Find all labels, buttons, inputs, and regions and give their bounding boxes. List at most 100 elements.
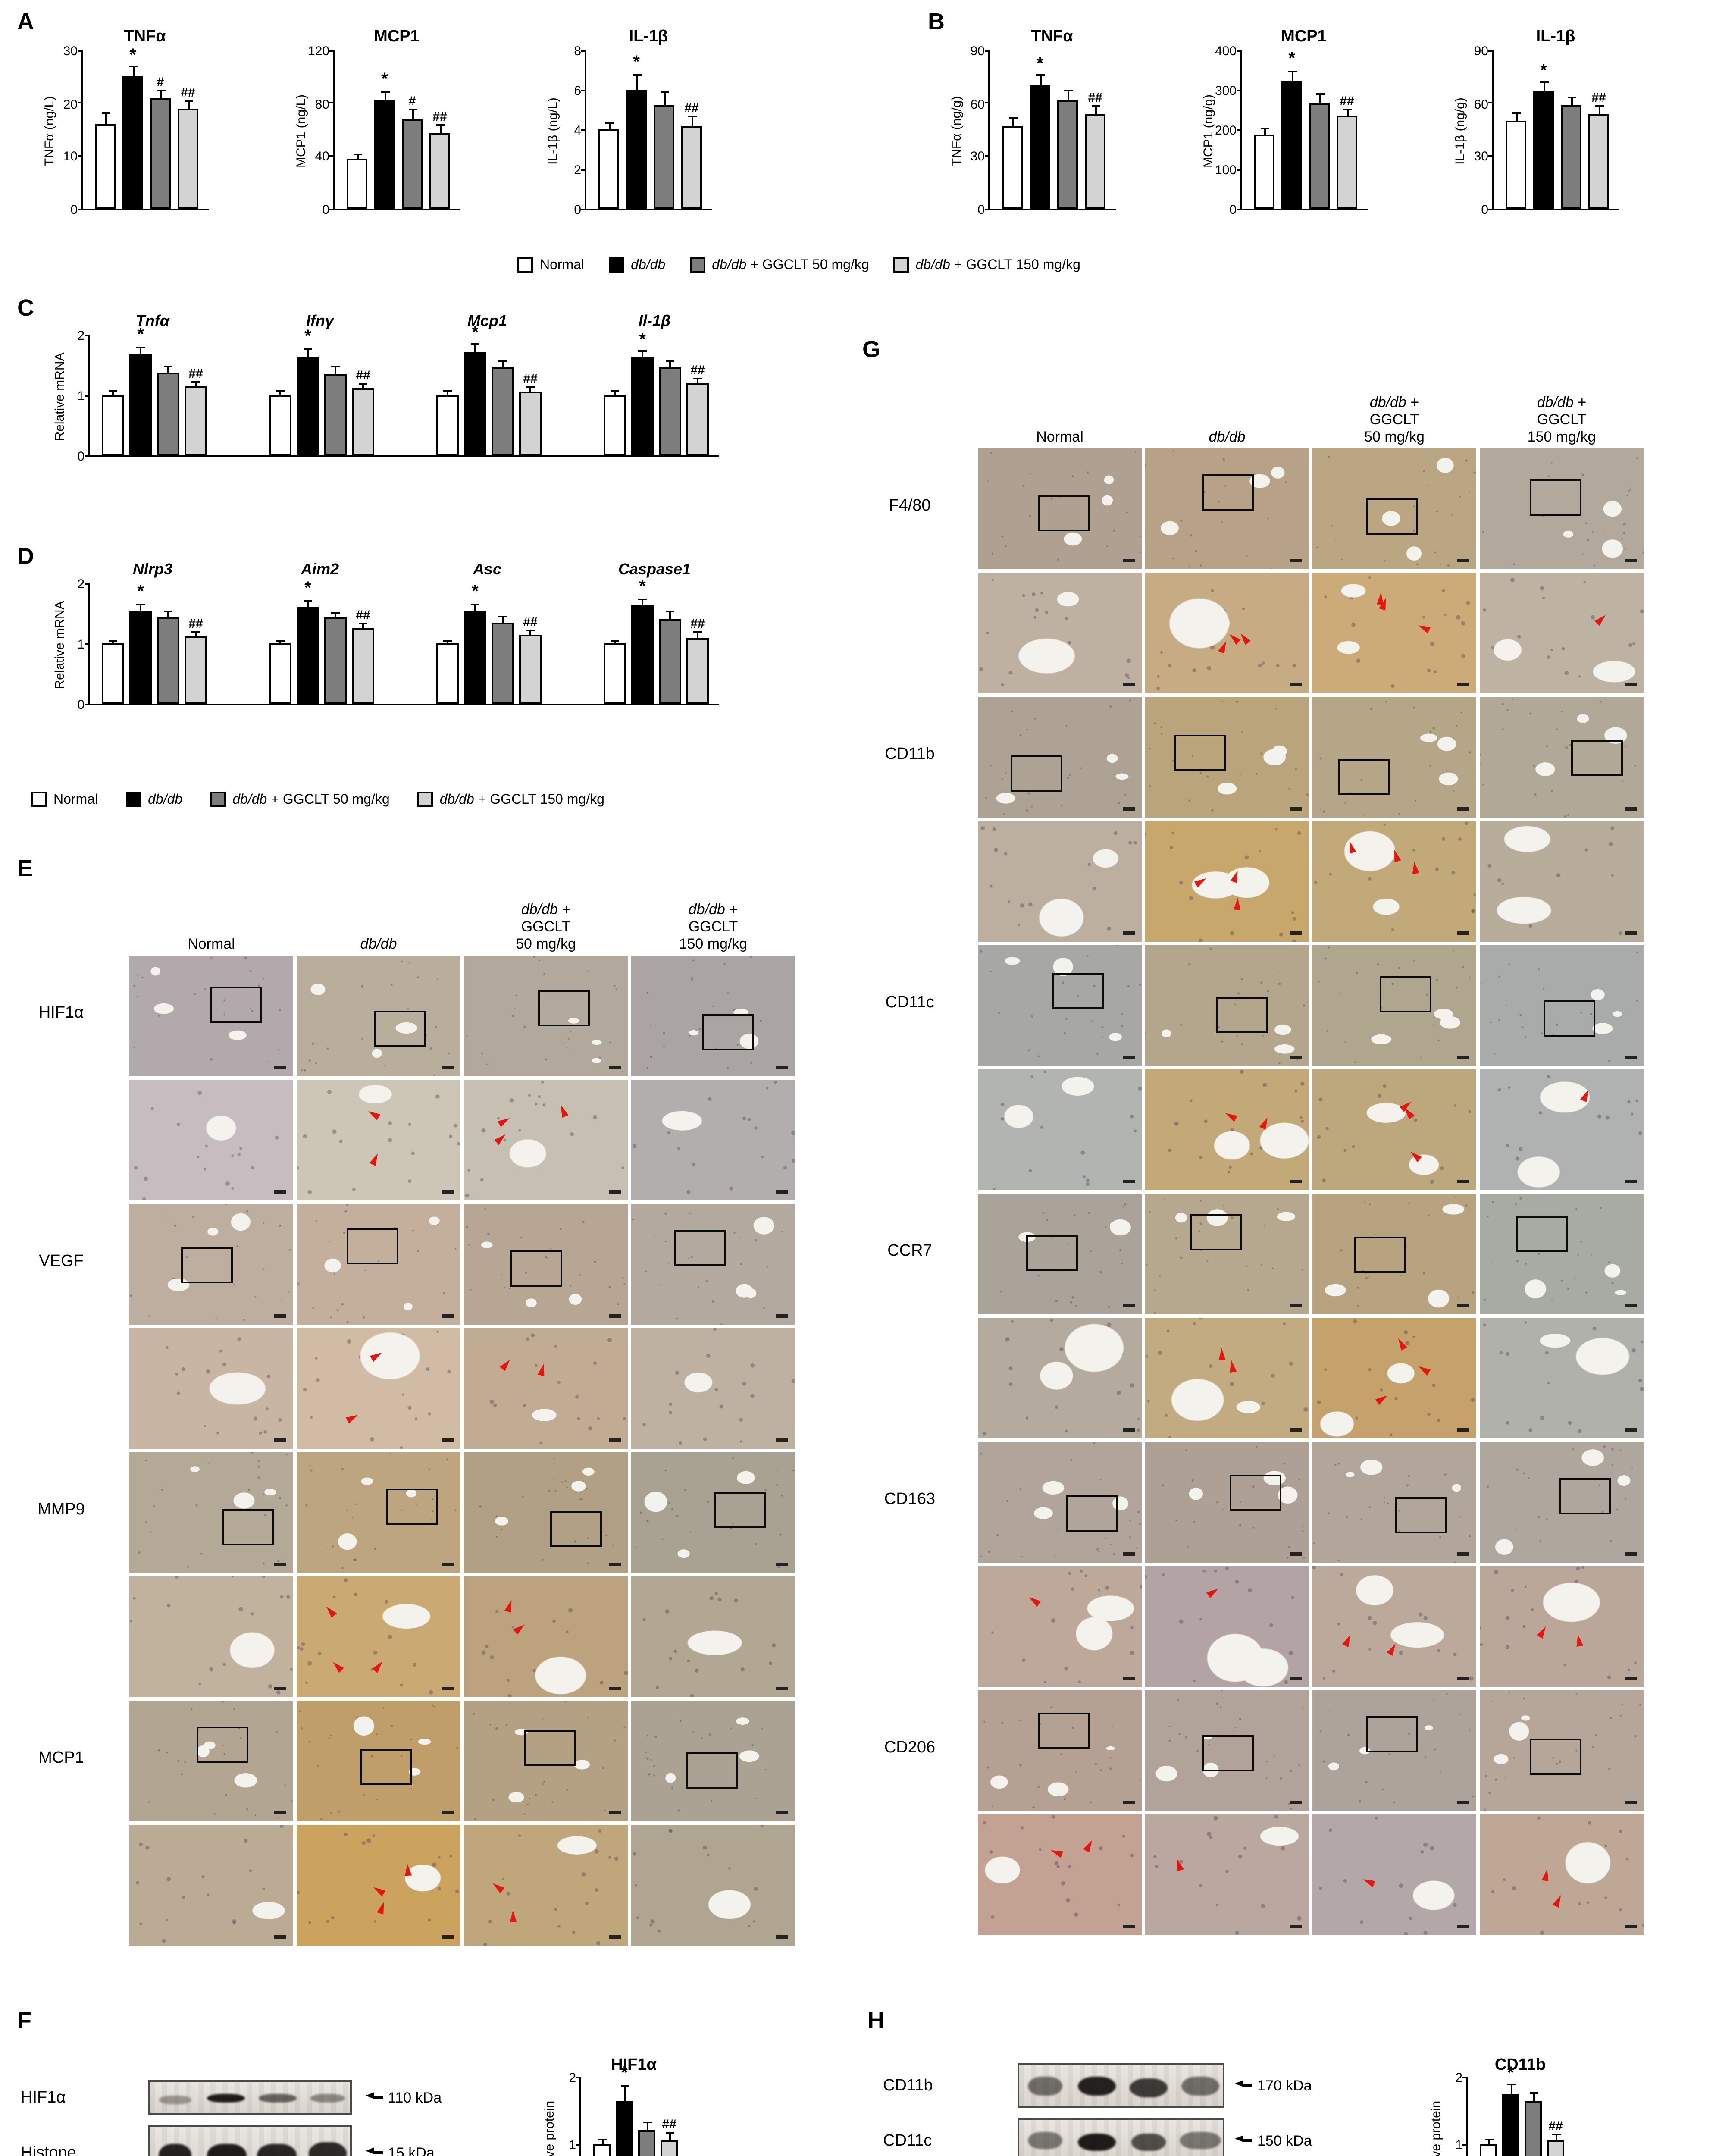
panel-a-chart-0-ylabel: TNFα (ng/L) — [41, 95, 57, 166]
bar-ggclt150-rect — [352, 628, 374, 704]
scale-bar — [609, 1811, 621, 1814]
bar-ggclt150-rect — [429, 132, 450, 209]
panel-e-vegf-high-tile-1 — [297, 1328, 460, 1449]
normal-swatch — [31, 792, 47, 807]
magnified-region-box — [1394, 1497, 1446, 1534]
error-bar-cap — [304, 348, 312, 350]
left-arrow-icon — [366, 2147, 383, 2156]
panel-f-chart-hif1a-ytick — [575, 2143, 581, 2145]
bar-ggclt50 — [659, 583, 681, 704]
bar-dbdb-rect — [374, 100, 395, 209]
error-bar — [614, 641, 616, 643]
error-bar-cap — [408, 109, 416, 111]
error-bar-cap — [109, 390, 117, 392]
error-bar — [502, 363, 504, 368]
scale-bar — [1625, 1304, 1637, 1307]
protein-band — [1180, 2132, 1221, 2150]
panel-c-chart-group-title-2: Mcp1 — [467, 312, 507, 329]
bar-ggclt50-rect — [659, 368, 681, 455]
scale-bar — [776, 1687, 788, 1690]
bar-dbdb: * — [129, 327, 152, 455]
bar-normal-rect — [347, 158, 367, 209]
magnified-region-box — [1230, 1474, 1282, 1511]
panel-f-chart-hif1a-ytick-label: 2 — [569, 2070, 576, 2085]
scale-bar — [274, 1936, 286, 1939]
scale-bar — [1457, 683, 1469, 686]
bar-dbdb-rect — [464, 351, 486, 455]
panel-a-chart-0-ytick — [77, 49, 83, 51]
protein-band — [257, 2143, 297, 2156]
positive-cell-arrow-icon — [366, 1107, 380, 1119]
panel-label-B: B — [928, 9, 945, 34]
panel-label-H: H — [867, 2008, 884, 2034]
panel-b-chart-0-ytick — [984, 102, 990, 104]
error-bar-cap — [1512, 112, 1520, 114]
panel-c-chart-ytick — [84, 454, 90, 456]
bar-dbdb: * — [122, 47, 143, 209]
panel-a-chart-0-ytick-label: 10 — [63, 149, 78, 165]
error-bar — [642, 352, 643, 358]
panel-c-chart-ytick — [84, 394, 90, 396]
significance-annotation: ## — [432, 108, 447, 124]
scale-bar — [1290, 1553, 1302, 1556]
error-bar-cap — [136, 603, 145, 605]
left-arrow-icon — [1235, 2134, 1252, 2147]
error-bar-cap — [128, 66, 137, 68]
bar-ggclt50 — [638, 2077, 655, 2156]
error-bar — [279, 641, 281, 643]
bar-ggclt50-rect — [402, 119, 423, 209]
magnified-region-box — [1174, 735, 1227, 772]
legend-ab-label-2: db/db + GGCLT 50 mg/kg — [712, 257, 869, 273]
panel-f-blot-strip-1 — [148, 2125, 352, 2156]
positive-cell-arrow-icon — [497, 1114, 511, 1127]
panel-g-marker-label-1: CD11b — [885, 745, 935, 764]
positive-cell-arrow-icon — [1259, 1116, 1270, 1131]
magnified-region-box — [1353, 1237, 1405, 1273]
significance-annotation: ## — [662, 2116, 676, 2132]
panel-b-chart-1-ytick-label: 300 — [1215, 83, 1237, 98]
protein-band — [258, 2093, 296, 2102]
panel-e-mmp9-high-tile-1 — [297, 1576, 460, 1697]
error-bar — [1011, 119, 1013, 126]
panel-h-blot-kda-0: 170 kDa — [1235, 2077, 1312, 2094]
error-bar-cap — [101, 113, 110, 115]
bar-normal — [1506, 50, 1526, 209]
positive-cell-arrow-icon — [1238, 630, 1251, 645]
legend-cd-label-2: db/db + GGCLT 50 mg/kg — [232, 792, 390, 807]
panel-c-chart-plot: Relative mRNA 0 1 2 * ## * ## * ## * ## — [52, 325, 719, 462]
significance-annotation: ## — [356, 607, 370, 623]
bar-dbdb: * — [297, 581, 319, 704]
panel-b-chart-2-plot: IL-1β (ng/g) 0 30 60 90 * ## — [1452, 45, 1619, 216]
bar-ggclt50 — [1057, 50, 1078, 209]
bar-ggclt50-rect — [150, 97, 171, 209]
error-bar-cap — [191, 380, 200, 382]
scale-bar — [609, 1687, 621, 1690]
scale-bar — [442, 1191, 454, 1194]
significance-annotation: ## — [1088, 89, 1102, 105]
positive-cell-arrow-icon — [371, 1658, 385, 1673]
error-bar-cap — [666, 360, 674, 363]
error-bar-cap — [136, 346, 145, 348]
panel-a-chart-2-ytick-label: 2 — [574, 162, 581, 178]
bar-normal-rect — [593, 2144, 611, 2156]
panel-b-chart-2-ylabel: IL-1β (ng/g) — [1452, 97, 1468, 164]
bar-normal — [604, 583, 626, 704]
panel-a-chart-2-ytick — [580, 168, 586, 170]
panel-a-chart-1-ylabel: MCP1 (ng/L) — [293, 93, 309, 167]
panel-e-mcp1-low-tile-3 — [631, 1701, 795, 1821]
magnified-region-box — [1379, 976, 1431, 1013]
significance-annotation: ## — [181, 85, 195, 100]
scale-bar — [1625, 1056, 1637, 1059]
bar-ggclt150: ## — [686, 335, 709, 455]
panel-b-chart-1-ytick — [1236, 168, 1242, 170]
error-bar — [439, 125, 441, 132]
panel-g-cd206-high-tile-1 — [1145, 1814, 1309, 1935]
panel-c-chart-ylabel: Relative mRNA — [52, 351, 67, 440]
error-bar-cap — [443, 390, 452, 392]
panel-e-vegf-high-tile-3 — [631, 1328, 795, 1449]
error-bar-cap — [498, 361, 507, 363]
panel-d-chart-group-title-0: Nlrp3 — [132, 561, 172, 578]
error-bar-cap — [1063, 89, 1072, 91]
error-bar — [356, 154, 358, 159]
